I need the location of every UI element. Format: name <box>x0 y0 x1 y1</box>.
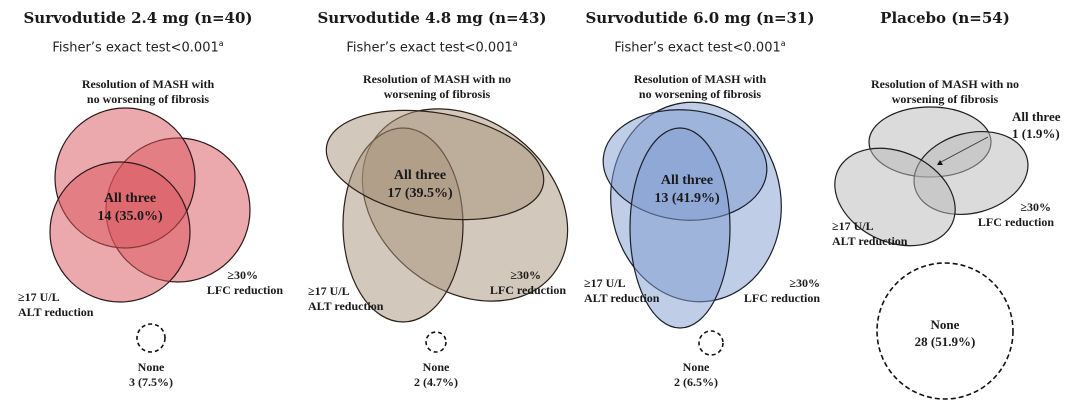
all-three-marker-icon <box>937 160 943 165</box>
set-label-line: no worsening of fibrosis <box>638 87 762 101</box>
set-label-line: ALT reduction <box>832 234 908 248</box>
none-label: None 2 (4.7%) <box>396 360 476 390</box>
venn-panel-2 <box>325 108 569 353</box>
set-label-line: LFC reduction <box>977 215 1054 229</box>
set-label-alt: ≥17 U/L ALT reduction <box>18 290 93 320</box>
none-label: None 28 (51.9%) <box>895 316 995 350</box>
set-label-line: ALT reduction <box>18 305 94 319</box>
all-three-value: 1 (1.9%) <box>1012 126 1060 141</box>
none-value: 3 (7.5%) <box>129 375 173 389</box>
panel-title: Survodutide 4.8 mg (n=43) <box>317 9 547 27</box>
all-three-value: 17 (39.5%) <box>387 186 453 201</box>
all-three-value: 14 (35.0%) <box>97 209 163 224</box>
fisher-test-label: Fisher’s exact test<0.001a <box>8 39 268 55</box>
none-value: 28 (51.9%) <box>914 334 976 349</box>
all-three-text: All three <box>393 168 447 183</box>
footnote-marker: a <box>218 39 224 48</box>
set-label-line: Resolution of MASH with no <box>362 72 511 86</box>
set-label-mash: Resolution of MASH with no worsening of f… <box>840 77 1050 107</box>
none-circle <box>698 330 724 356</box>
set-label-lfc: ≥30% LFC reduction <box>203 268 283 298</box>
all-three-text: All three <box>103 191 157 206</box>
all-three-text: All three <box>660 173 714 188</box>
set-label-line: Resolution of MASH with <box>81 77 215 91</box>
fisher-test-text: Fisher’s exact test<0.001 <box>52 40 219 56</box>
set-label-line: ≥30% <box>227 268 258 282</box>
panel-title: Survodutide 6.0 mg (n=31) <box>585 9 815 27</box>
none-circle <box>136 323 166 353</box>
venn-panel-3 <box>602 101 782 356</box>
set-label-lfc: ≥30% LFC reduction <box>484 268 566 298</box>
none-label: None 2 (6.5%) <box>656 360 736 390</box>
set-label-line: ALT reduction <box>584 291 660 305</box>
none-label: None 3 (7.5%) <box>111 360 191 390</box>
none-text: None <box>422 360 450 374</box>
set-label-line: no worsening of fibrosis <box>86 92 210 106</box>
set-label-line: ≥30% <box>789 276 820 290</box>
all-three-value: 13 (41.9%) <box>654 191 720 206</box>
set-alt-shape <box>49 161 191 303</box>
footnote-marker: a <box>780 39 786 48</box>
set-alt-shape <box>629 127 731 329</box>
set-label-line: ALT reduction <box>308 299 384 313</box>
none-circle <box>425 331 447 353</box>
set-label-line: ≥30% <box>510 268 541 282</box>
all-three-pointer <box>940 136 989 163</box>
panel-title: Placebo (n=54) <box>880 9 1010 27</box>
set-label-line: Resolution of MASH with <box>633 72 767 86</box>
set-label-line: ≥17 U/L <box>832 219 874 233</box>
set-label-alt: ≥17 U/L ALT reduction <box>832 219 907 249</box>
all-three-label: All three 17 (39.5%) <box>370 167 470 203</box>
none-text: None <box>930 317 960 332</box>
set-label-line: LFC reduction <box>743 291 820 305</box>
set-label-line: worsening of fibrosis <box>383 87 491 101</box>
set-label-line: ≥30% <box>1020 200 1051 214</box>
set-label-line: ≥17 U/L <box>18 290 60 304</box>
all-three-label: All three 1 (1.9%) <box>1012 108 1061 142</box>
none-value: 2 (4.7%) <box>414 375 458 389</box>
venn-panel-4 <box>834 106 1029 400</box>
set-label-mash: Resolution of MASH with no worsening of f… <box>590 72 810 102</box>
set-label-mash: Resolution of MASH with no worsening of f… <box>327 72 547 102</box>
set-label-line: ≥17 U/L <box>584 276 626 290</box>
set-label-line: ≥17 U/L <box>308 284 350 298</box>
none-value: 2 (6.5%) <box>674 375 718 389</box>
set-label-alt: ≥17 U/L ALT reduction <box>308 284 383 314</box>
fisher-test-label: Fisher’s exact test<0.001a <box>302 39 562 55</box>
set-label-alt: ≥17 U/L ALT reduction <box>584 276 659 306</box>
set-label-lfc: ≥30% LFC reduction <box>738 276 820 306</box>
fisher-test-text: Fisher’s exact test<0.001 <box>346 40 513 56</box>
set-label-lfc: ≥30% LFC reduction <box>974 200 1054 230</box>
set-label-line: LFC reduction <box>206 283 283 297</box>
all-three-label: All three 14 (35.0%) <box>80 190 180 226</box>
set-label-line: worsening of fibrosis <box>891 92 999 106</box>
footnote-marker: a <box>512 39 518 48</box>
none-text: None <box>137 360 165 374</box>
none-text: None <box>682 360 710 374</box>
set-label-mash: Resolution of MASH with no worsening of f… <box>38 77 258 107</box>
none-circle <box>876 262 1014 400</box>
set-label-line: Resolution of MASH with no <box>870 77 1019 91</box>
panel-title: Survodutide 2.4 mg (n=40) <box>23 9 253 27</box>
all-three-text: All three <box>1012 109 1061 124</box>
fisher-test-text: Fisher’s exact test<0.001 <box>614 40 781 56</box>
fisher-test-label: Fisher’s exact test<0.001a <box>575 39 825 55</box>
set-label-line: LFC reduction <box>489 283 566 297</box>
venn-panel-1 <box>49 107 251 353</box>
set-alt-shape <box>834 147 956 247</box>
all-three-label: All three 13 (41.9%) <box>637 172 737 208</box>
set-mash-shape <box>325 109 545 221</box>
